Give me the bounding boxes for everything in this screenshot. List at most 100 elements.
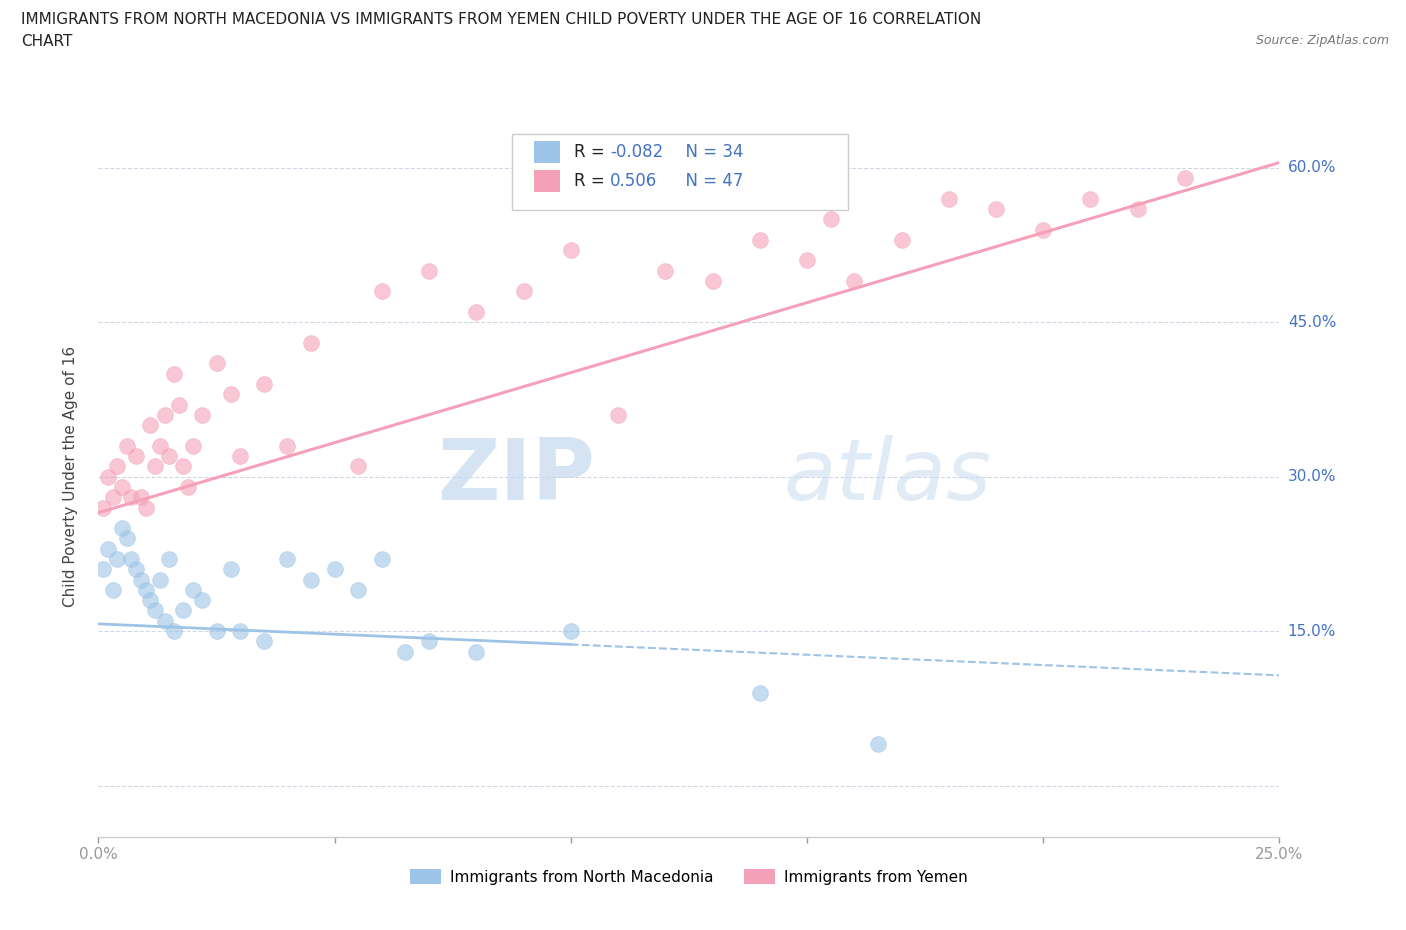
Point xyxy=(299,572,322,587)
Point xyxy=(163,366,186,381)
Point xyxy=(748,232,770,247)
Point xyxy=(512,284,534,299)
Point xyxy=(560,243,582,258)
Text: 0.506: 0.506 xyxy=(610,172,657,190)
Point xyxy=(1080,192,1102,206)
Point xyxy=(1126,202,1149,217)
FancyBboxPatch shape xyxy=(512,134,848,210)
Point xyxy=(177,480,200,495)
Legend: Immigrants from North Macedonia, Immigrants from Yemen: Immigrants from North Macedonia, Immigra… xyxy=(404,862,974,891)
Point xyxy=(299,336,322,351)
Text: 45.0%: 45.0% xyxy=(1288,314,1336,329)
Point xyxy=(101,490,124,505)
Point xyxy=(143,603,166,618)
Point xyxy=(111,480,134,495)
Point xyxy=(135,500,157,515)
Point xyxy=(276,551,298,566)
Point xyxy=(91,500,114,515)
Point xyxy=(866,737,889,751)
Point xyxy=(323,562,346,577)
Point xyxy=(253,377,276,392)
Point xyxy=(890,232,912,247)
Text: Source: ZipAtlas.com: Source: ZipAtlas.com xyxy=(1256,34,1389,47)
Point xyxy=(984,202,1007,217)
Text: ZIP: ZIP xyxy=(437,435,595,518)
Point xyxy=(129,572,152,587)
Point xyxy=(205,624,228,639)
Point xyxy=(143,458,166,473)
Point xyxy=(276,438,298,453)
Point xyxy=(149,438,172,453)
Point xyxy=(796,253,818,268)
Point xyxy=(181,438,204,453)
Point xyxy=(153,614,176,629)
FancyBboxPatch shape xyxy=(534,141,560,163)
Point xyxy=(139,592,162,607)
FancyBboxPatch shape xyxy=(534,170,560,192)
Point xyxy=(121,490,143,505)
Point xyxy=(172,458,194,473)
Point xyxy=(125,562,148,577)
Point xyxy=(115,438,138,453)
Point xyxy=(181,582,204,597)
Text: atlas: atlas xyxy=(783,435,991,518)
Text: IMMIGRANTS FROM NORTH MACEDONIA VS IMMIGRANTS FROM YEMEN CHILD POVERTY UNDER THE: IMMIGRANTS FROM NORTH MACEDONIA VS IMMIG… xyxy=(21,12,981,27)
Point xyxy=(97,541,120,556)
Point xyxy=(125,448,148,463)
Text: R =: R = xyxy=(575,172,616,190)
Point xyxy=(394,644,416,659)
Text: N = 47: N = 47 xyxy=(675,172,744,190)
Text: 15.0%: 15.0% xyxy=(1288,624,1336,639)
Point xyxy=(371,284,394,299)
Point xyxy=(91,562,114,577)
Point xyxy=(465,644,488,659)
Point xyxy=(418,634,440,649)
Point xyxy=(163,624,186,639)
Point xyxy=(219,562,242,577)
Point xyxy=(1174,170,1197,185)
Point xyxy=(139,418,162,432)
Point xyxy=(191,407,214,422)
Point xyxy=(111,521,134,536)
Text: R =: R = xyxy=(575,143,610,161)
Point xyxy=(135,582,157,597)
Point xyxy=(101,582,124,597)
Point xyxy=(253,634,276,649)
Point xyxy=(371,551,394,566)
Point xyxy=(748,685,770,700)
Point xyxy=(115,531,138,546)
Point xyxy=(121,551,143,566)
Point xyxy=(153,407,176,422)
Point xyxy=(560,624,582,639)
Point xyxy=(219,387,242,402)
Point xyxy=(1032,222,1054,237)
Y-axis label: Child Poverty Under the Age of 16: Child Poverty Under the Age of 16 xyxy=(63,346,77,607)
Point xyxy=(157,448,180,463)
Point xyxy=(702,273,724,288)
Point xyxy=(465,304,488,319)
Point xyxy=(938,192,960,206)
Point xyxy=(205,356,228,371)
Text: 30.0%: 30.0% xyxy=(1288,469,1336,485)
Point xyxy=(149,572,172,587)
Text: 60.0%: 60.0% xyxy=(1288,160,1336,175)
Text: N = 34: N = 34 xyxy=(675,143,744,161)
Text: -0.082: -0.082 xyxy=(610,143,664,161)
Point xyxy=(157,551,180,566)
Point xyxy=(229,624,252,639)
Point xyxy=(172,603,194,618)
Point xyxy=(129,490,152,505)
Point xyxy=(418,263,440,278)
Point xyxy=(820,212,842,227)
Point xyxy=(844,273,866,288)
Point xyxy=(654,263,676,278)
Text: CHART: CHART xyxy=(21,34,73,49)
Point xyxy=(607,407,630,422)
Point xyxy=(167,397,190,412)
Point xyxy=(191,592,214,607)
Point xyxy=(97,470,120,485)
Point xyxy=(105,551,128,566)
Point xyxy=(347,458,370,473)
Point xyxy=(229,448,252,463)
Point xyxy=(105,458,128,473)
